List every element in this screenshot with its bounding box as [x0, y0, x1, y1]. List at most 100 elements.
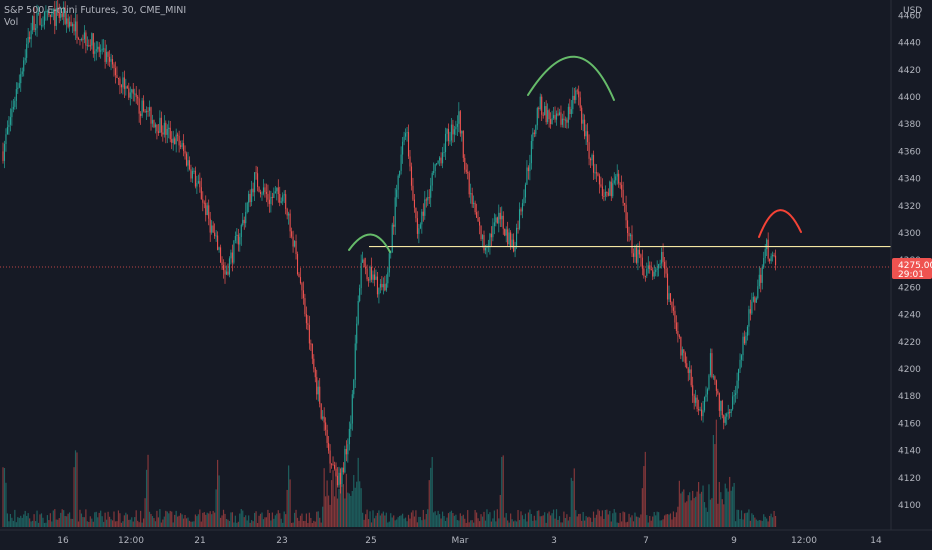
volume-bar: [57, 519, 59, 527]
candle-body: [109, 56, 111, 62]
candle-body: [274, 191, 276, 194]
volume-bar: [563, 511, 565, 527]
candle-body: [197, 181, 199, 184]
candle-body: [373, 274, 376, 280]
volume-bar: [280, 518, 282, 527]
volume-bar: [604, 509, 606, 527]
candle-body: [507, 229, 509, 245]
candle-body: [217, 235, 219, 250]
volume-bar: [443, 516, 445, 527]
volume-bar: [508, 522, 510, 527]
volume-bar: [569, 516, 571, 527]
volume-bar: [27, 513, 29, 527]
candle-body: [125, 86, 127, 89]
volume-bar: [333, 496, 336, 527]
candle-body: [769, 258, 771, 262]
volume-bar: [357, 457, 359, 527]
volume-bar: [683, 489, 685, 527]
volume-bar: [184, 515, 186, 527]
volume-bar: [128, 519, 130, 527]
volume-bar: [541, 516, 543, 527]
volume-bar: [498, 518, 500, 527]
candle-body: [94, 51, 96, 54]
right-shoulder-arc[interactable]: [758, 209, 802, 238]
candle-body: [255, 172, 257, 174]
drawings[interactable]: [0, 55, 891, 268]
head-arc[interactable]: [527, 55, 615, 101]
candle-body: [424, 199, 426, 216]
volume-bar: [190, 521, 192, 527]
candle-body: [498, 212, 500, 224]
volume-bar: [37, 522, 40, 527]
volume-bar: [17, 517, 19, 527]
candle-body: [366, 268, 368, 280]
volume-bar: [107, 511, 109, 527]
candle-body: [495, 217, 497, 223]
volume-bar: [144, 498, 146, 527]
volume-bar: [539, 516, 541, 527]
candle-body: [733, 394, 735, 397]
candle-body: [538, 108, 540, 110]
volume-bar: [370, 522, 373, 527]
candle-body: [598, 175, 600, 185]
volume-bar: [206, 512, 208, 527]
volume-bar: [570, 477, 572, 527]
volume-bar: [665, 514, 667, 527]
time-tick-label: 7: [643, 536, 649, 546]
candle-body: [729, 412, 731, 414]
volume-bar: [319, 517, 321, 527]
volume-bar: [444, 520, 447, 527]
volume-bar: [425, 514, 427, 527]
candle-body: [14, 100, 16, 107]
volume-bar: [196, 516, 198, 527]
candle-body: [166, 128, 168, 135]
volume-bar: [774, 515, 777, 527]
candle-body: [350, 423, 352, 429]
candle-body: [135, 93, 137, 97]
volume-bar: [182, 518, 185, 527]
candle-body: [163, 122, 165, 135]
volume-bar: [30, 521, 32, 527]
currency-label[interactable]: USD: [903, 6, 923, 16]
candle-body: [251, 188, 253, 202]
volume-indicator-label[interactable]: Vol: [4, 17, 19, 28]
volume-bar: [282, 522, 284, 527]
volume-bar: [298, 520, 300, 527]
volume-bar: [21, 517, 23, 527]
candle-body: [496, 217, 498, 224]
symbol-title[interactable]: S&P 500 E-mini Futures, 30, CME_MINI: [4, 5, 187, 16]
volume-bar: [120, 522, 122, 527]
price-tick-label: 4180: [898, 392, 921, 402]
volume-bar: [217, 459, 219, 527]
volume-bar: [708, 484, 710, 527]
candle-body: [356, 323, 358, 344]
candle-body: [618, 173, 620, 184]
candle-body: [476, 212, 478, 218]
candle-body: [292, 236, 294, 247]
candle-body: [656, 268, 658, 270]
candle-body: [286, 208, 288, 216]
volume-bar: [484, 520, 487, 527]
volume-bar: [95, 511, 97, 527]
volume-bar: [191, 521, 194, 527]
volume-bar: [523, 519, 525, 527]
price-tick-label: 4260: [898, 283, 921, 293]
volume-bar: [513, 521, 515, 527]
candle-body: [307, 323, 309, 325]
candle-body: [159, 117, 161, 133]
left-shoulder-arc[interactable]: [348, 233, 391, 253]
time-axis-panel[interactable]: [0, 530, 932, 550]
candle-body: [111, 59, 114, 65]
candle-body: [649, 265, 651, 270]
candle-body: [452, 124, 454, 135]
candle-body: [591, 154, 593, 161]
candle-body: [230, 252, 232, 259]
candle-body: [597, 173, 599, 176]
candle-body: [267, 193, 269, 200]
candle-body: [172, 138, 174, 143]
volume-bar: [595, 514, 598, 527]
volume-bar: [732, 486, 734, 527]
candle-body: [407, 132, 410, 157]
volume-bar: [286, 489, 288, 527]
